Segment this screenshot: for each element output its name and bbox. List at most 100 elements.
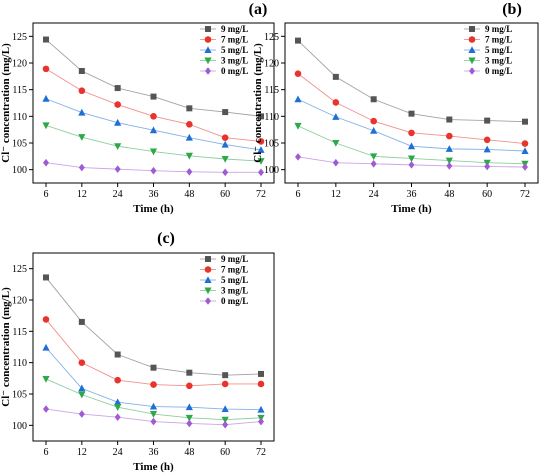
legend-marker [204, 287, 212, 295]
data-point [370, 96, 377, 103]
data-point [257, 138, 265, 145]
data-point [294, 95, 302, 103]
data-point [446, 132, 453, 140]
data-point [150, 93, 157, 100]
data-point [446, 116, 453, 123]
data-point [185, 133, 193, 141]
legend-label: 3 mg/L [221, 56, 248, 66]
series-line [45, 347, 262, 411]
legend-label: 5 mg/L [221, 275, 248, 285]
legend-label: 0 mg/L [485, 66, 512, 76]
data-point [114, 85, 121, 92]
y-tick-label: 125 [12, 264, 27, 275]
data-point [370, 160, 377, 168]
data-point [42, 375, 50, 383]
data-point [222, 109, 229, 116]
legend-item: 5 mg/L [200, 275, 248, 285]
x-tick-label: 72 [256, 189, 266, 200]
y-tick-label: 125 [12, 32, 27, 43]
y-tick-label: 115 [264, 85, 279, 96]
data-point [257, 146, 265, 153]
legend-label: 9 mg/L [221, 24, 248, 34]
data-point [294, 70, 302, 77]
x-tick-label: 6 [44, 447, 49, 458]
data-point [114, 376, 121, 384]
data-point [408, 129, 415, 137]
legend-label: 0 mg/L [221, 66, 248, 76]
x-tick-label: 36 [149, 189, 159, 200]
legend-label: 7 mg/L [221, 265, 248, 275]
data-point [186, 369, 193, 376]
data-point [521, 147, 529, 154]
data-point [42, 94, 50, 102]
data-point [295, 37, 301, 44]
legend-marker [468, 57, 476, 65]
legend-marker [205, 67, 211, 75]
legend: 9 mg/L7 mg/L5 mg/L3 mg/L0 mg/L [200, 254, 248, 306]
legend-item: 7 mg/L [200, 265, 248, 275]
data-point [445, 157, 453, 165]
data-point [295, 153, 301, 161]
data-point [78, 410, 85, 418]
data-point [257, 380, 265, 388]
data-point [78, 163, 85, 172]
data-point [186, 168, 193, 176]
legend-marker [469, 67, 475, 75]
series-0-mg-l [43, 405, 264, 429]
x-tick-label: 72 [256, 447, 266, 458]
y-tick-label: 110 [264, 112, 279, 123]
data-point [186, 105, 193, 112]
data-point [78, 359, 86, 366]
data-point [43, 274, 49, 281]
data-point [149, 402, 158, 410]
data-point [257, 405, 265, 413]
legend-item: 0 mg/L [200, 296, 248, 306]
data-point [114, 165, 121, 173]
data-point [150, 381, 157, 388]
data-point [150, 417, 157, 426]
data-point [42, 65, 50, 73]
series-0-mg-l [43, 158, 264, 177]
legend-item: 0 mg/L [464, 66, 512, 76]
data-point [332, 99, 340, 106]
legend-item: 5 mg/L [464, 45, 512, 55]
series-5-mg-l [294, 95, 529, 154]
legend-item: 7 mg/L [464, 35, 512, 45]
legend-item: 9 mg/L [200, 254, 248, 264]
series-line [45, 319, 261, 387]
legend-marker [205, 297, 211, 305]
y-tick-label: 125 [264, 32, 279, 43]
data-point [258, 168, 264, 177]
data-point [78, 108, 86, 116]
y-tick-label: 115 [12, 85, 27, 96]
y-tick-label: 120 [12, 59, 27, 70]
data-point [42, 122, 50, 130]
x-tick-label: 24 [113, 189, 123, 200]
series-9-mg-l [295, 37, 528, 125]
legend-label: 5 mg/L [485, 45, 512, 55]
data-point [221, 134, 229, 141]
data-point [407, 155, 416, 163]
data-point [522, 118, 528, 125]
series-5-mg-l [42, 343, 265, 413]
legend-marker [204, 266, 212, 273]
data-point [484, 162, 491, 171]
series-7-mg-l [42, 65, 265, 145]
legend-marker [205, 256, 211, 262]
chart-panel-1: (a) 6 12 24 36 48 60 72 100 105 110 115 120 125 Time (… [0, 1, 275, 215]
data-point [521, 140, 529, 147]
legend-marker [204, 46, 212, 53]
series-3-mg-l [42, 122, 265, 165]
data-point [332, 113, 340, 120]
data-point [186, 419, 193, 428]
data-point [114, 351, 121, 358]
data-point [186, 382, 193, 390]
data-point [258, 370, 264, 377]
data-point [186, 121, 193, 128]
x-tick-label: 24 [113, 447, 123, 458]
data-point [149, 126, 158, 134]
series-line [45, 98, 262, 151]
data-point [332, 140, 340, 147]
data-point [114, 118, 122, 126]
series-5-mg-l [42, 94, 265, 153]
